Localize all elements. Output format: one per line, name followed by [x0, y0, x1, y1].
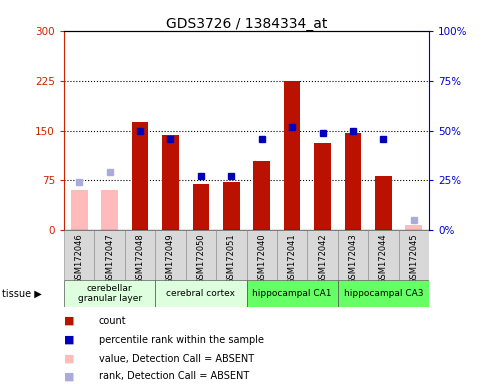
- Text: GSM172050: GSM172050: [196, 233, 206, 283]
- Text: value, Detection Call = ABSENT: value, Detection Call = ABSENT: [99, 354, 254, 364]
- FancyBboxPatch shape: [338, 280, 429, 307]
- Text: GDS3726 / 1384334_at: GDS3726 / 1384334_at: [166, 17, 327, 31]
- Bar: [102, 190, 118, 230]
- Text: ■: ■: [64, 335, 74, 345]
- Text: GSM172048: GSM172048: [136, 233, 144, 284]
- Text: GSM172045: GSM172045: [409, 233, 418, 283]
- Text: GSM172051: GSM172051: [227, 233, 236, 283]
- Text: cerebral cortex: cerebral cortex: [167, 289, 235, 298]
- FancyBboxPatch shape: [307, 230, 338, 280]
- FancyBboxPatch shape: [338, 230, 368, 280]
- Text: ■: ■: [64, 354, 74, 364]
- FancyBboxPatch shape: [186, 230, 216, 280]
- Text: cerebellar
granular layer: cerebellar granular layer: [77, 284, 142, 303]
- Text: percentile rank within the sample: percentile rank within the sample: [99, 335, 264, 345]
- Text: tissue ▶: tissue ▶: [2, 289, 42, 299]
- Bar: [405, 225, 422, 230]
- FancyBboxPatch shape: [246, 230, 277, 280]
- FancyBboxPatch shape: [64, 280, 155, 307]
- Bar: [314, 142, 331, 230]
- Bar: [375, 176, 391, 230]
- Text: GSM172040: GSM172040: [257, 233, 266, 283]
- Bar: [71, 190, 88, 230]
- Bar: [162, 135, 179, 230]
- Text: rank, Detection Call = ABSENT: rank, Detection Call = ABSENT: [99, 371, 249, 381]
- Text: GSM172046: GSM172046: [75, 233, 84, 284]
- FancyBboxPatch shape: [368, 230, 398, 280]
- FancyBboxPatch shape: [277, 230, 307, 280]
- FancyBboxPatch shape: [95, 230, 125, 280]
- Text: hippocampal CA1: hippocampal CA1: [252, 289, 332, 298]
- Bar: [223, 182, 240, 230]
- FancyBboxPatch shape: [398, 230, 429, 280]
- FancyBboxPatch shape: [246, 280, 338, 307]
- Text: hippocampal CA3: hippocampal CA3: [344, 289, 423, 298]
- Text: ■: ■: [64, 316, 74, 326]
- FancyBboxPatch shape: [64, 230, 95, 280]
- FancyBboxPatch shape: [155, 230, 186, 280]
- Text: GSM172043: GSM172043: [349, 233, 357, 284]
- Text: GSM172049: GSM172049: [166, 233, 175, 283]
- Bar: [345, 132, 361, 230]
- FancyBboxPatch shape: [155, 280, 246, 307]
- Text: GSM172044: GSM172044: [379, 233, 388, 283]
- Bar: [193, 184, 209, 230]
- FancyBboxPatch shape: [125, 230, 155, 280]
- Text: count: count: [99, 316, 126, 326]
- Text: ■: ■: [64, 371, 74, 381]
- Text: GSM172042: GSM172042: [318, 233, 327, 283]
- FancyBboxPatch shape: [216, 230, 246, 280]
- Bar: [284, 81, 300, 230]
- Bar: [253, 161, 270, 230]
- Text: GSM172041: GSM172041: [287, 233, 297, 283]
- Bar: [132, 122, 148, 230]
- Text: GSM172047: GSM172047: [105, 233, 114, 284]
